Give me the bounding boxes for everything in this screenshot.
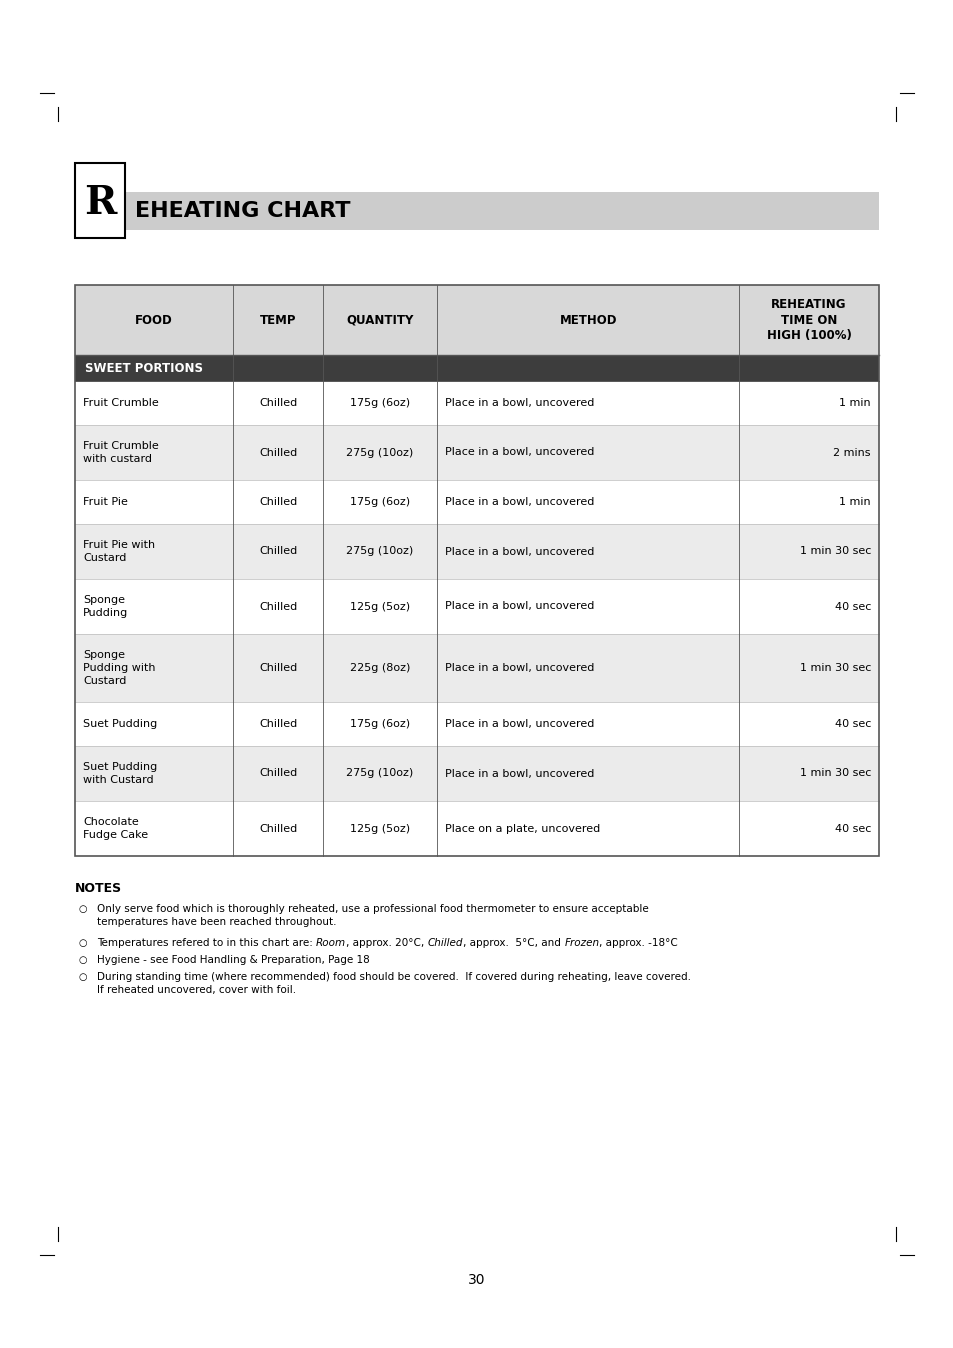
Text: Hygiene - see Food Handling & Preparation, Page 18: Hygiene - see Food Handling & Preparatio… [97, 954, 370, 965]
Bar [75, 284, 878, 856]
Bar [75, 191, 878, 231]
Text: ○: ○ [79, 905, 88, 914]
Text: 1 min 30 sec: 1 min 30 sec [799, 768, 870, 779]
Text: Place on a plate, uncovered: Place on a plate, uncovered [445, 824, 599, 833]
Text: ○: ○ [79, 954, 88, 965]
Text: ○: ○ [79, 938, 88, 948]
Text: Place in a bowl, uncovered: Place in a bowl, uncovered [445, 448, 594, 457]
Text: Place in a bowl, uncovered: Place in a bowl, uncovered [445, 663, 594, 673]
Text: Sponge
Pudding: Sponge Pudding [83, 594, 128, 617]
Text: 125g (5oz): 125g (5oz) [350, 601, 410, 612]
Text: 275g (10oz): 275g (10oz) [346, 768, 414, 779]
Text: 30: 30 [468, 1273, 485, 1287]
Text: 275g (10oz): 275g (10oz) [346, 448, 414, 457]
Text: Chilled: Chilled [258, 718, 296, 729]
Text: 1 min: 1 min [839, 497, 870, 507]
Text: FOOD: FOOD [135, 314, 172, 326]
Text: 40 sec: 40 sec [834, 718, 870, 729]
Text: Sponge
Pudding with
Custard: Sponge Pudding with Custard [83, 650, 155, 686]
Text: 125g (5oz): 125g (5oz) [350, 824, 410, 833]
Text: EHEATING CHART: EHEATING CHART [135, 201, 350, 221]
Text: Only serve food which is thoroughly reheated, use a professional food thermomete: Only serve food which is thoroughly rehe… [97, 905, 648, 927]
Text: Chilled: Chilled [258, 497, 296, 507]
Text: Chilled: Chilled [258, 546, 296, 557]
Text: Fruit Crumble
with custard: Fruit Crumble with custard [83, 441, 158, 464]
Text: Place in a bowl, uncovered: Place in a bowl, uncovered [445, 497, 594, 507]
Text: Chilled: Chilled [427, 938, 463, 948]
Text: REHEATING
TIME ON
HIGH (100%): REHEATING TIME ON HIGH (100%) [766, 298, 851, 342]
Text: 2 mins: 2 mins [833, 448, 870, 457]
Text: Chilled: Chilled [258, 398, 296, 408]
Text: 175g (6oz): 175g (6oz) [350, 497, 410, 507]
Text: Frozen: Frozen [564, 938, 598, 948]
Text: Chilled: Chilled [258, 768, 296, 779]
Text: 1 min: 1 min [839, 398, 870, 408]
Text: Temperatures refered to in this chart are:: Temperatures refered to in this chart ar… [97, 938, 315, 948]
Bar [75, 801, 878, 856]
Text: 175g (6oz): 175g (6oz) [350, 398, 410, 408]
Text: QUANTITY: QUANTITY [346, 314, 414, 326]
Text: Place in a bowl, uncovered: Place in a bowl, uncovered [445, 601, 594, 612]
Text: ○: ○ [79, 972, 88, 981]
Text: Chilled: Chilled [258, 824, 296, 833]
Text: 225g (8oz): 225g (8oz) [350, 663, 410, 673]
Text: Chocolate
Fudge Cake: Chocolate Fudge Cake [83, 817, 148, 840]
Text: METHOD: METHOD [558, 314, 617, 326]
Text: 40 sec: 40 sec [834, 824, 870, 833]
Text: NOTES: NOTES [75, 882, 122, 895]
Text: 1 min 30 sec: 1 min 30 sec [799, 663, 870, 673]
Bar [75, 284, 878, 355]
Text: Chilled: Chilled [258, 601, 296, 612]
Text: Place in a bowl, uncovered: Place in a bowl, uncovered [445, 398, 594, 408]
Text: During standing time (where recommended) food should be covered.  If covered dur: During standing time (where recommended)… [97, 972, 690, 995]
Text: , approx. -18°C: , approx. -18°C [598, 938, 678, 948]
Text: 275g (10oz): 275g (10oz) [346, 546, 414, 557]
Text: Chilled: Chilled [258, 663, 296, 673]
Bar [75, 580, 878, 634]
Text: TEMP: TEMP [259, 314, 296, 326]
Text: Fruit Pie: Fruit Pie [83, 497, 128, 507]
Text: Suet Pudding: Suet Pudding [83, 718, 157, 729]
Text: 175g (6oz): 175g (6oz) [350, 718, 410, 729]
Text: Suet Pudding
with Custard: Suet Pudding with Custard [83, 762, 157, 785]
Text: R: R [84, 183, 116, 221]
Text: Place in a bowl, uncovered: Place in a bowl, uncovered [445, 768, 594, 779]
Bar [75, 745, 878, 801]
Text: Place in a bowl, uncovered: Place in a bowl, uncovered [445, 546, 594, 557]
Bar [75, 702, 878, 745]
Text: SWEET PORTIONS: SWEET PORTIONS [85, 361, 203, 375]
Text: Fruit Crumble: Fruit Crumble [83, 398, 158, 408]
Text: 40 sec: 40 sec [834, 601, 870, 612]
Text: Place in a bowl, uncovered: Place in a bowl, uncovered [445, 718, 594, 729]
Bar [75, 480, 878, 524]
Bar [75, 634, 878, 702]
Bar [75, 355, 878, 381]
Bar [75, 524, 878, 580]
Text: Fruit Pie with
Custard: Fruit Pie with Custard [83, 541, 155, 563]
Bar [75, 163, 125, 239]
Text: 1 min 30 sec: 1 min 30 sec [799, 546, 870, 557]
Bar [75, 425, 878, 480]
Bar [75, 381, 878, 425]
Text: Chilled: Chilled [258, 448, 296, 457]
Text: , approx. 20°C,: , approx. 20°C, [346, 938, 427, 948]
Text: Room: Room [315, 938, 346, 948]
Text: , approx.  5°C, and: , approx. 5°C, and [463, 938, 564, 948]
